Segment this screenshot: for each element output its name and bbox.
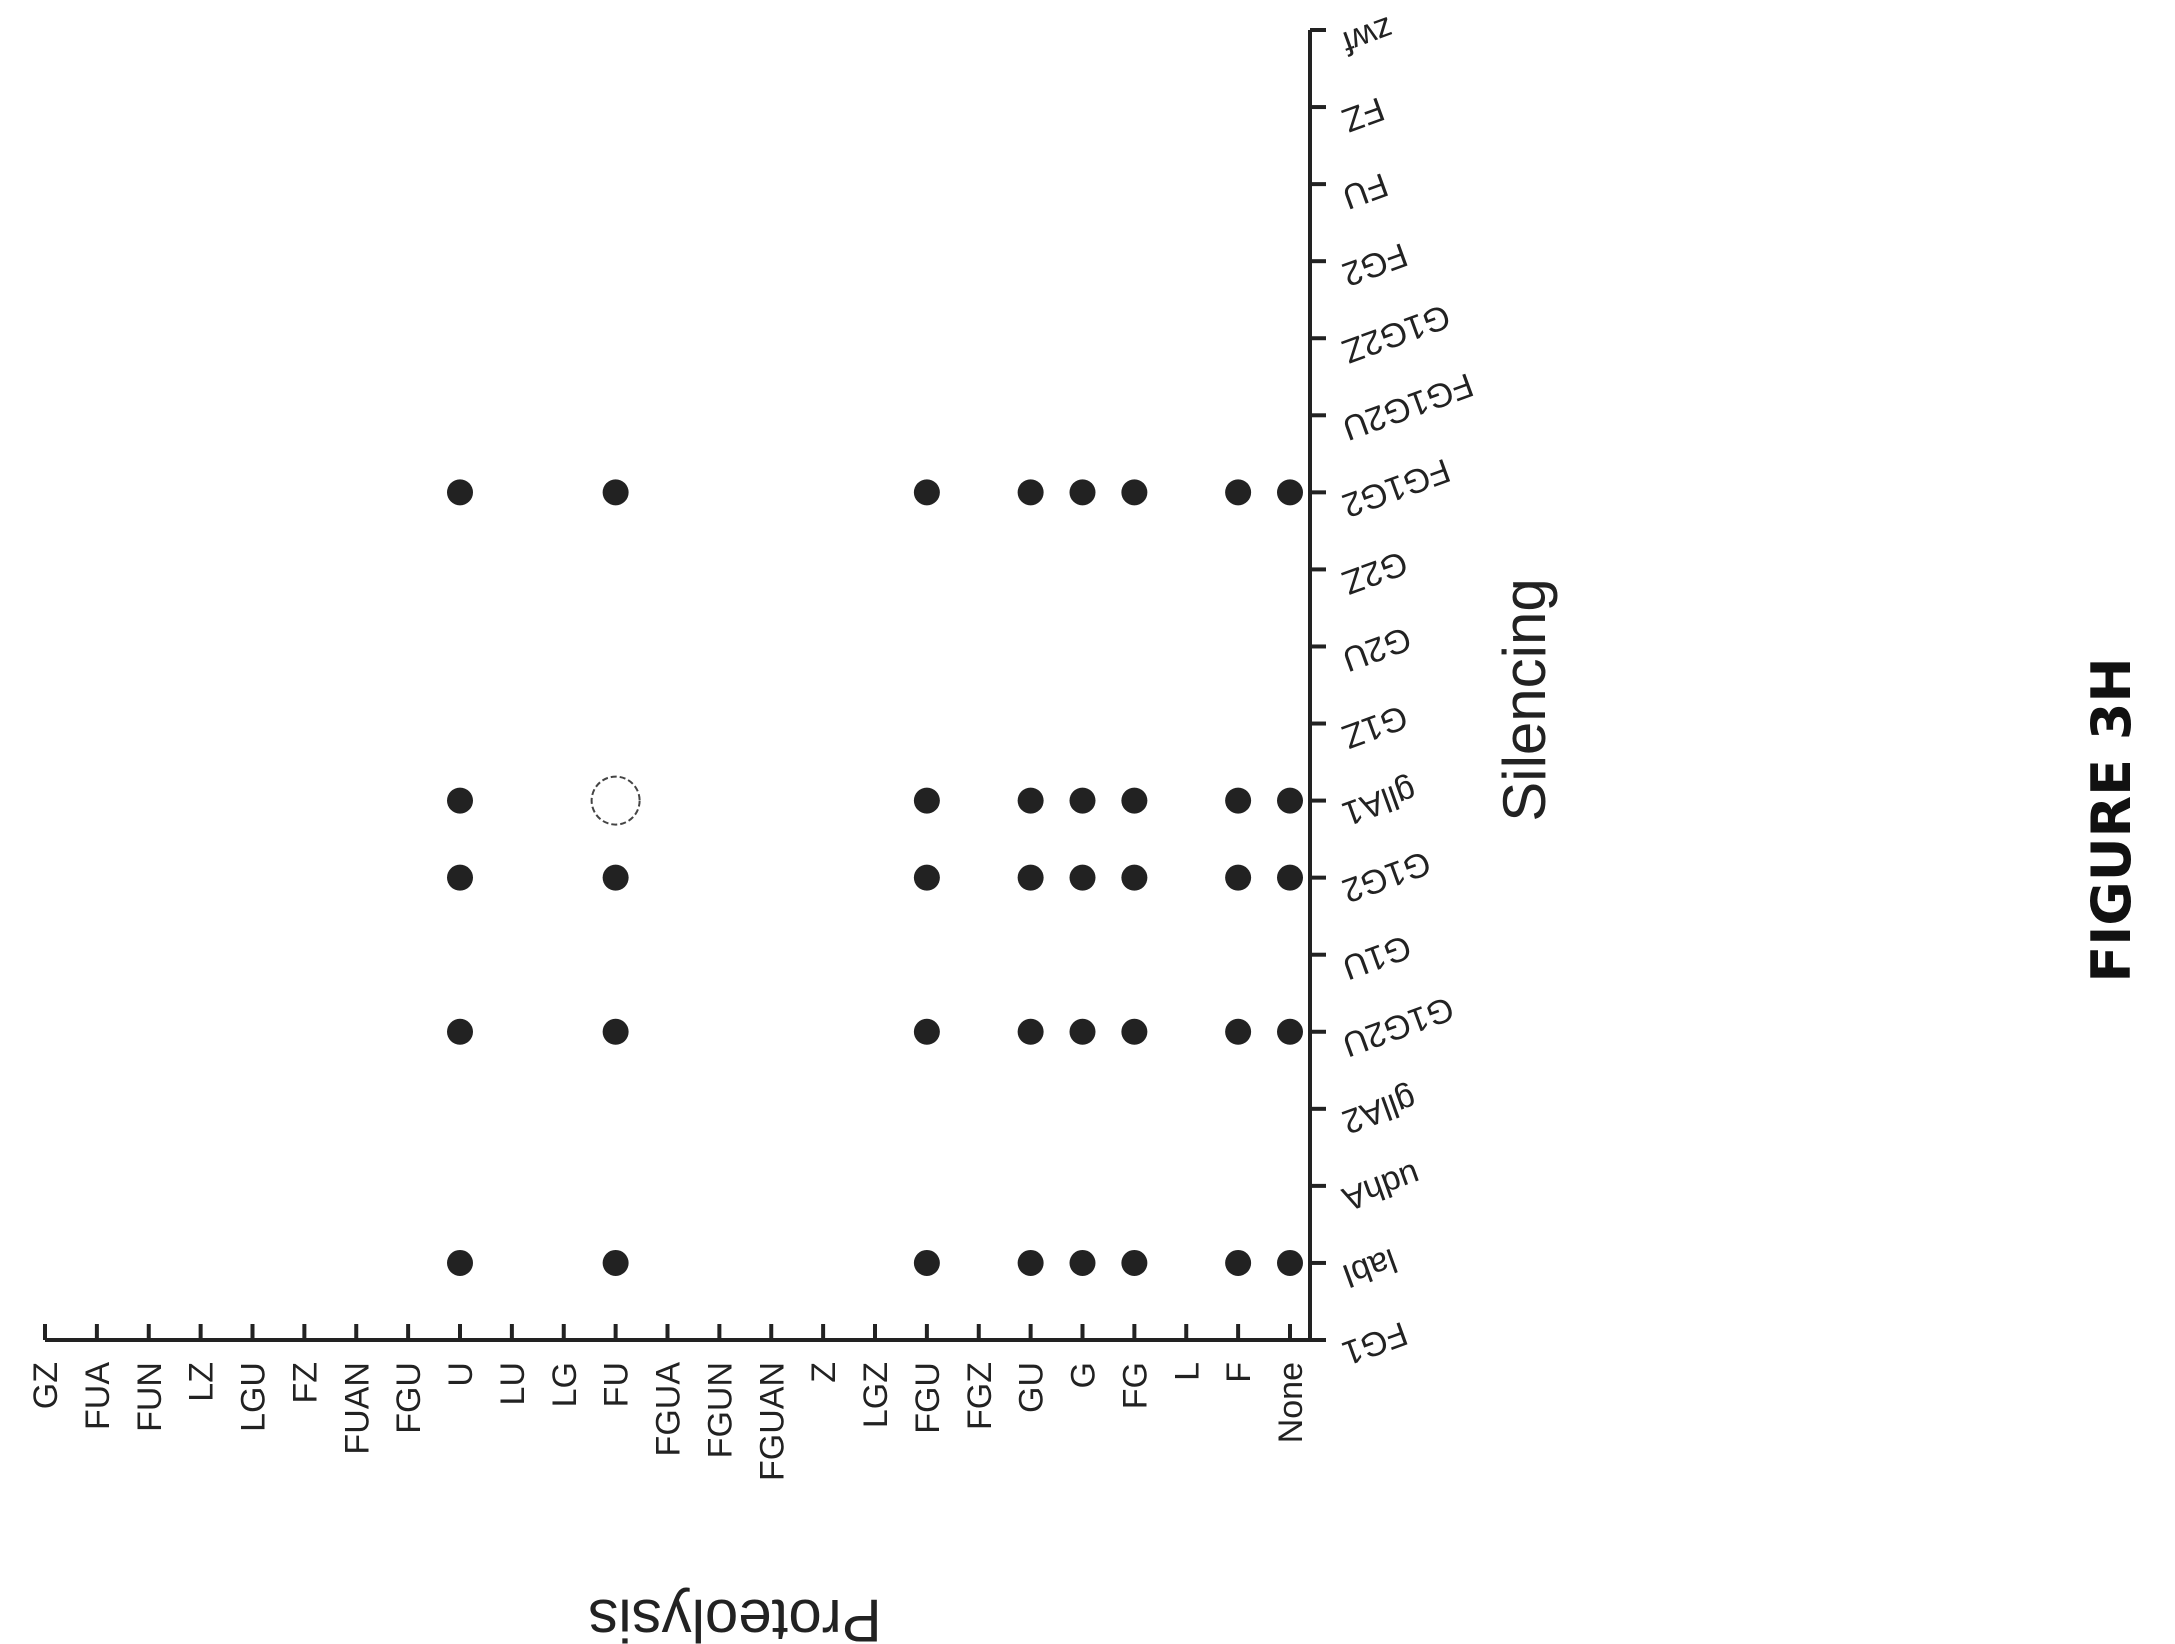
silencing-tick-label: G1G2U	[1337, 989, 1458, 1064]
proteolysis-tick-label: F	[1220, 1362, 1258, 1383]
silencing-tick-label: G1G2	[1337, 843, 1435, 910]
data-point-u-glla1	[447, 787, 473, 814]
silencing-axis-title: Silencing	[1491, 578, 1558, 822]
silencing-tick-label: zwf	[1337, 9, 1398, 62]
proteolysis-tick-label: FGU	[909, 1362, 947, 1434]
data-point-f-labi	[1225, 1249, 1252, 1276]
data-point-fu-fg1g2	[602, 479, 629, 506]
proteolysis-tick-label: FUA	[79, 1362, 117, 1430]
data-point-fu-g1g2u	[602, 1018, 629, 1045]
proteolysis-tick-label: FGU	[390, 1362, 428, 1434]
data-point-fg-labi	[1121, 1249, 1148, 1276]
proteolysis-axis: GZ FUA FUN LZ LGU FZ FUAN FGU U LU LG FU FGUA FGUN FGU…	[27, 1324, 1310, 1644]
proteolysis-tick-label: GZ	[27, 1362, 65, 1409]
data-point-g-g1g2u	[1069, 1018, 1096, 1045]
data-point-g-glla1	[1069, 787, 1096, 814]
proteolysis-tick-label: GU	[1013, 1362, 1051, 1413]
figure-label: FIGURE 3H	[2080, 657, 2143, 982]
data-point-fg-fg1g2	[1121, 479, 1148, 506]
data-point-fgu-g1g2u	[913, 1018, 940, 1045]
data-point-gu-fg1g2	[1017, 479, 1044, 506]
proteolysis-tick-label: FG	[1116, 1362, 1154, 1409]
proteolysis-tick-label: FGUN	[701, 1362, 739, 1458]
data-point-none-g1g2	[1277, 864, 1303, 891]
silencing-tick-label: udhA	[1337, 1155, 1425, 1218]
data-point-fg-g1g2	[1121, 864, 1148, 891]
proteolysis-axis-tick-labels: GZ FUA FUN LZ LGU FZ FUAN FGU U LU LG FU FGUA FGUN FGU…	[27, 1362, 1310, 1481]
data-point-u-labi	[447, 1249, 473, 1276]
data-point-f-g1g2	[1225, 864, 1252, 891]
proteolysis-tick-label: LZ	[183, 1362, 221, 1402]
data-point-g-labi	[1069, 1249, 1096, 1276]
data-point-none-glla1	[1277, 787, 1303, 814]
data-point-fgu-fg1g2	[913, 479, 940, 506]
silencing-axis-ticks	[1310, 28, 1326, 1342]
proteolysis-tick-label: FU	[598, 1362, 636, 1407]
silencing-tick-label: gllA2	[1337, 1079, 1421, 1141]
proteolysis-tick-label: FGUAN	[753, 1362, 791, 1481]
data-point-none-labi	[1277, 1249, 1303, 1276]
data-point-gu-labi	[1017, 1249, 1044, 1276]
proteolysis-tick-label: Z	[805, 1362, 843, 1383]
proteolysis-tick-label: LGU	[235, 1362, 273, 1432]
data-point-fg-g1g2u	[1121, 1018, 1148, 1045]
silencing-tick-label: G1Z	[1337, 697, 1412, 755]
proteolysis-tick-label: LG	[546, 1362, 584, 1407]
data-point-u-g1g2u	[447, 1018, 473, 1045]
data-point-f-g1g2u	[1225, 1018, 1252, 1045]
data-points	[447, 479, 1303, 1276]
data-point-none-fg1g2	[1277, 479, 1303, 506]
proteolysis-axis-ticks	[43, 1324, 1292, 1340]
silencing-tick-label: labI	[1337, 1241, 1402, 1295]
proteolysis-tick-label: G	[1065, 1362, 1103, 1388]
silencing-tick-label: FG1G2	[1337, 451, 1455, 525]
data-point-f-fg1g2	[1225, 479, 1252, 506]
data-point-fgu-labi	[913, 1249, 940, 1276]
data-point-gu-glla1	[1017, 787, 1044, 814]
silencing-tick-label: FZ	[1337, 89, 1389, 139]
data-point-gu-g1g2	[1017, 864, 1044, 891]
data-point-f-glla1	[1225, 787, 1252, 814]
silencing-tick-label: FG2	[1337, 235, 1412, 293]
data-point-hollow-fu-glla1	[590, 775, 641, 826]
proteolysis-tick-label: FUN	[131, 1362, 169, 1432]
data-point-fu-g1g2	[602, 864, 629, 891]
data-point-fgu-g1g2	[913, 864, 940, 891]
proteolysis-tick-label: LU	[494, 1362, 532, 1405]
silencing-tick-label: G1G2Z	[1337, 297, 1455, 371]
data-point-g-fg1g2	[1069, 479, 1096, 506]
silencing-tick-label: FG1	[1337, 1314, 1412, 1372]
data-point-gu-g1g2u	[1017, 1018, 1044, 1045]
proteolysis-axis-title: Proteolysis	[588, 1587, 881, 1644]
proteolysis-tick-label: FGZ	[961, 1362, 999, 1430]
data-point-fgu-glla1	[913, 787, 940, 814]
proteolysis-tick-label: LGZ	[857, 1362, 895, 1428]
proteolysis-tick-label: None	[1272, 1362, 1310, 1443]
proteolysis-tick-label: U	[442, 1362, 480, 1387]
data-point-none-g1g2u	[1277, 1018, 1303, 1045]
data-point-u-fg1g2	[447, 479, 473, 506]
silencing-tick-label: G2U	[1337, 619, 1416, 679]
data-point-fg-glla1	[1121, 787, 1148, 814]
silencing-tick-label: G1U	[1337, 927, 1416, 987]
proteolysis-tick-label: FUAN	[338, 1362, 376, 1455]
silencing-tick-label: FG1G2U	[1337, 365, 1478, 447]
proteolysis-tick-label: L	[1168, 1362, 1206, 1381]
silencing-tick-label: gllA1	[1337, 771, 1421, 833]
proteolysis-tick-label: FGUA	[650, 1362, 688, 1457]
silencing-tick-label: FU	[1337, 165, 1393, 216]
data-point-fu-labi	[602, 1249, 629, 1276]
silencing-tick-label: G2Z	[1337, 543, 1412, 601]
data-point-g-g1g2	[1069, 864, 1096, 891]
proteolysis-tick-label: FZ	[286, 1362, 324, 1404]
data-point-u-g1g2	[447, 864, 473, 891]
